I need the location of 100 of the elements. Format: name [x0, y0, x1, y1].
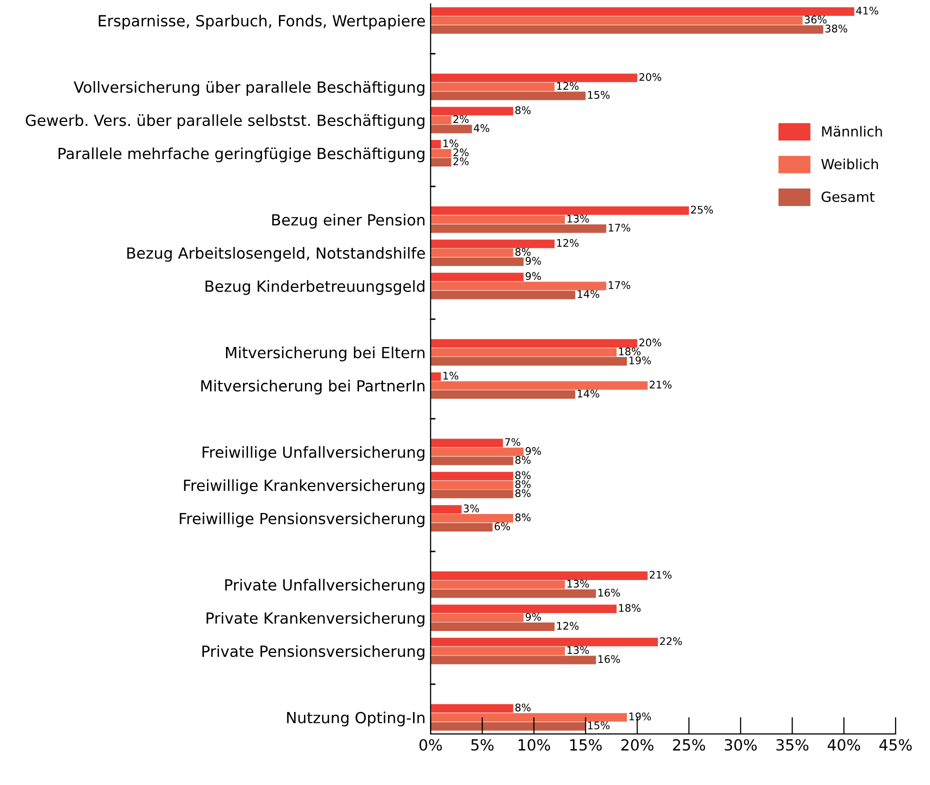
bar	[430, 638, 658, 646]
data-label: 15%	[588, 90, 610, 99]
data-label: 3%	[464, 504, 479, 512]
bar	[430, 390, 576, 399]
bar	[430, 472, 514, 480]
data-label: 15%	[588, 721, 610, 730]
data-label: 18%	[619, 604, 641, 612]
data-label: 14%	[578, 390, 600, 398]
bar	[430, 480, 514, 490]
x-tick-label: 0%	[419, 739, 442, 751]
data-label: 16%	[598, 655, 620, 663]
y-tick-label: Ersparnisse, Sparbuch, Fonds, Wertpapiere	[98, 14, 425, 30]
y-tick-label: Mitversicherung bei PartnerIn	[201, 380, 424, 395]
bar	[430, 522, 493, 532]
legend-label: Männlich	[822, 126, 882, 137]
y-tick-label: Private Unfallversicherung	[225, 578, 424, 594]
bar	[430, 74, 638, 82]
data-label: 41%	[856, 6, 878, 15]
data-label: 4%	[474, 124, 490, 132]
data-label: 1%	[443, 372, 458, 380]
data-label: 1%	[443, 139, 458, 148]
data-label: 8%	[515, 704, 531, 712]
data-label: 9%	[526, 256, 541, 265]
bar	[430, 514, 514, 523]
data-label: 19%	[629, 712, 651, 720]
bar	[430, 248, 514, 258]
bar	[430, 357, 627, 366]
x-tick-label: 30%	[724, 739, 757, 751]
data-label: 14%	[578, 290, 600, 298]
data-label: 21%	[650, 570, 672, 579]
bar	[430, 722, 586, 731]
bar	[430, 7, 854, 16]
bar	[430, 448, 524, 456]
y-tick-label: Private Pensionsversicherung	[202, 645, 424, 660]
data-label: 7%	[505, 438, 520, 446]
bar	[430, 158, 452, 166]
data-label: 2%	[453, 148, 469, 156]
data-label: 16%	[598, 588, 620, 597]
bar	[430, 124, 472, 134]
bar	[430, 215, 565, 224]
bar	[430, 571, 648, 580]
bar	[430, 490, 514, 498]
bar	[430, 589, 596, 598]
bar	[430, 704, 514, 713]
data-label: 12%	[557, 238, 579, 247]
bar	[430, 580, 565, 589]
bar	[430, 505, 462, 514]
data-label: 9%	[526, 612, 541, 621]
data-label: 38%	[825, 24, 848, 32]
y-tick-label: Nutzung Opting-In	[287, 712, 424, 726]
y-tick-label: Mitversicherung bei Eltern	[226, 346, 424, 362]
x-tick-label: 25%	[673, 739, 706, 751]
bar	[430, 646, 565, 656]
data-label: 17%	[608, 281, 630, 290]
data-label: 19%	[629, 356, 651, 364]
data-label: 17%	[608, 224, 630, 232]
data-label: 2%	[453, 115, 469, 124]
y-tick-label: Bezug Kinderbetreuungsgeld	[206, 280, 424, 295]
data-label: 8%	[515, 480, 531, 488]
data-label: 8%	[515, 513, 531, 522]
y-tick-label: Gewerb. Vers. über parallele selbstst. Beschäftigung	[26, 114, 424, 130]
data-label: 2%	[453, 157, 469, 166]
bar	[430, 622, 555, 632]
bar	[430, 713, 627, 722]
data-label: 8%	[515, 471, 531, 480]
bar	[430, 149, 452, 158]
x-tick-label: 15%	[570, 739, 602, 751]
y-tick-label: Freiwillige Unfallversicherung	[202, 446, 424, 461]
data-label: 8%	[515, 489, 531, 498]
bar	[430, 339, 638, 348]
y-tick-label: Private Krankenversicherung	[206, 612, 424, 627]
bar	[430, 206, 689, 215]
bar	[430, 438, 503, 448]
data-label: 8%	[515, 106, 531, 114]
y-tick-label: Freiwillige Pensionsversicherung	[180, 512, 424, 528]
y-tick-label: Vollversicherung über parallele Beschäftigung	[74, 81, 424, 96]
x-tick-label: 10%	[518, 739, 550, 751]
data-label: 13%	[567, 646, 589, 654]
data-label: 20%	[639, 73, 662, 81]
bar	[430, 25, 824, 34]
bar	[430, 282, 606, 290]
bar	[430, 258, 524, 266]
data-label: 18%	[619, 348, 641, 356]
bar	[430, 92, 586, 100]
x-tick-label: 5%	[471, 739, 494, 751]
bar	[430, 381, 648, 390]
data-label: 12%	[557, 622, 579, 630]
y-tick-label: Parallele mehrfache geringfügige Beschäftigung	[58, 147, 424, 162]
bar	[430, 16, 803, 25]
y-tick-label: Freiwillige Krankenversicherung	[184, 479, 424, 494]
data-label: 13%	[567, 580, 589, 588]
data-label: 13%	[567, 214, 589, 223]
data-label: 22%	[660, 637, 682, 646]
bar	[430, 272, 524, 282]
bar	[430, 604, 617, 614]
bar	[430, 82, 555, 92]
bar	[430, 240, 555, 248]
bar	[430, 106, 514, 116]
y-tick-label: Bezug Arbeitslosengeld, Notstandshilfe	[127, 247, 425, 262]
bar	[430, 290, 576, 300]
